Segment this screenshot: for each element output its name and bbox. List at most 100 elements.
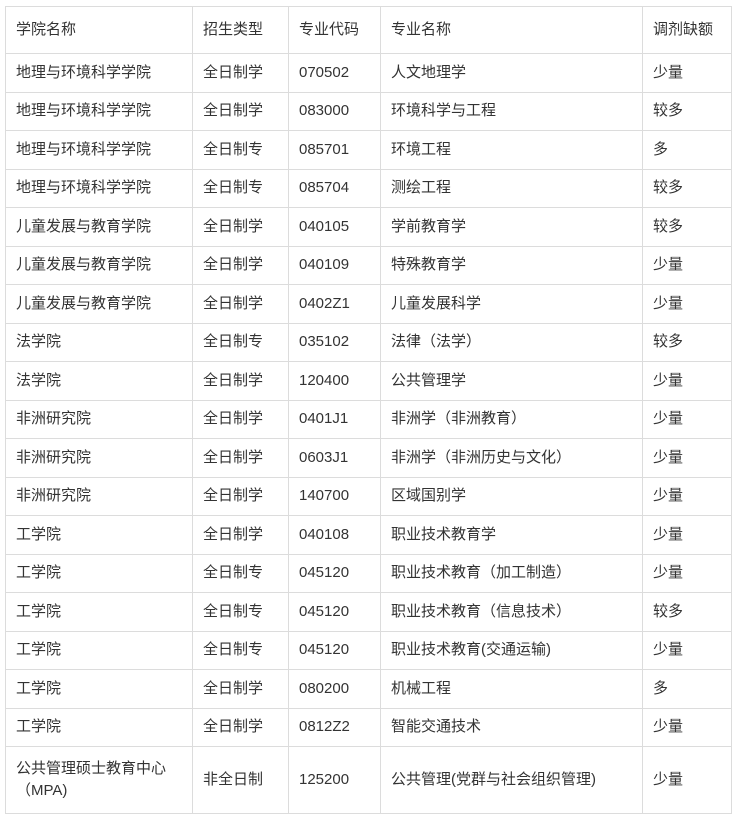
college-cell: 地理与环境科学学院 [5,130,193,170]
code-cell: 0812Z2 [288,707,381,747]
code-cell: 085701 [288,130,381,170]
college-cell: 地理与环境科学学院 [5,168,193,208]
college-cell: 工学院 [5,630,193,670]
code-cell: 0401J1 [288,399,381,439]
code-cell: 035102 [288,322,381,362]
header-type: 招生类型 [192,6,289,54]
vacancy-cell: 少量 [642,361,732,401]
code-cell: 085704 [288,168,381,208]
vacancy-cell: 较多 [642,322,732,362]
college-cell: 非洲研究院 [5,476,193,516]
header-code: 专业代码 [288,6,381,54]
type-cell: 全日制学 [192,669,289,709]
header-major: 专业名称 [380,6,643,54]
code-cell: 080200 [288,669,381,709]
table-row: 地理与环境科学学院 全日制专 085704 测绘工程 较多 [5,168,732,208]
code-cell: 120400 [288,361,381,401]
code-cell: 045120 [288,592,381,632]
major-cell: 环境科学与工程 [380,91,643,131]
vacancy-cell: 少量 [642,399,732,439]
college-cell: 公共管理硕士教育中心（MPA) [5,746,193,814]
vacancy-cell: 少量 [642,476,732,516]
table-row: 工学院 全日制学 040108 职业技术教育学 少量 [5,515,732,555]
type-cell: 全日制学 [192,438,289,478]
major-cell: 儿童发展科学 [380,284,643,324]
vacancy-cell: 较多 [642,592,732,632]
major-cell: 公共管理(党群与社会组织管理) [380,746,643,814]
table-row: 儿童发展与教育学院 全日制学 0402Z1 儿童发展科学 少量 [5,284,732,324]
adjustment-table: 学院名称 招生类型 专业代码 专业名称 调剂缺额 地理与环境科学学院 全日制学 07… [5,6,732,814]
college-cell: 工学院 [5,515,193,555]
header-row: 学院名称 招生类型 专业代码 专业名称 调剂缺额 [5,6,732,54]
table-row: 工学院 全日制专 045120 职业技术教育(交通运输) 少量 [5,630,732,670]
major-cell: 职业技术教育（信息技术） [380,592,643,632]
vacancy-cell: 少量 [642,746,732,814]
code-cell: 125200 [288,746,381,814]
type-cell: 全日制专 [192,130,289,170]
code-cell: 040109 [288,245,381,285]
type-cell: 全日制学 [192,707,289,747]
code-cell: 140700 [288,476,381,516]
type-cell: 全日制学 [192,476,289,516]
college-cell: 法学院 [5,361,193,401]
college-cell: 工学院 [5,553,193,593]
type-cell: 全日制学 [192,515,289,555]
type-cell: 全日制学 [192,53,289,93]
college-cell: 法学院 [5,322,193,362]
college-cell: 儿童发展与教育学院 [5,284,193,324]
major-cell: 测绘工程 [380,168,643,208]
type-cell: 全日制学 [192,361,289,401]
vacancy-cell: 多 [642,669,732,709]
table-row: 工学院 全日制专 045120 职业技术教育（加工制造） 少量 [5,553,732,593]
major-cell: 人文地理学 [380,53,643,93]
table-row: 非洲研究院 全日制学 0603J1 非洲学（非洲历史与文化） 少量 [5,438,732,478]
code-cell: 045120 [288,630,381,670]
major-cell: 特殊教育学 [380,245,643,285]
type-cell: 全日制专 [192,553,289,593]
header-college: 学院名称 [5,6,193,54]
type-cell: 全日制专 [192,168,289,208]
table-row: 法学院 全日制专 035102 法律（法学） 较多 [5,322,732,362]
major-cell: 学前教育学 [380,207,643,247]
table-row: 法学院 全日制学 120400 公共管理学 少量 [5,361,732,401]
table-row: 工学院 全日制学 080200 机械工程多 [5,669,732,709]
type-cell: 全日制学 [192,245,289,285]
code-cell: 070502 [288,53,381,93]
table-row: 公共管理硕士教育中心（MPA) 非全日制 125200 公共管理(党群与社会组织管理)… [5,746,732,814]
code-cell: 040108 [288,515,381,555]
type-cell: 非全日制 [192,746,289,814]
college-cell: 非洲研究院 [5,399,193,439]
table-row: 地理与环境科学学院 全日制学 083000 环境科学与工程 较多 [5,91,732,131]
vacancy-cell: 少量 [642,284,732,324]
vacancy-cell: 多 [642,130,732,170]
table-row: 非洲研究院 全日制学 0401J1 非洲学（非洲教育） 少量 [5,399,732,439]
code-cell: 083000 [288,91,381,131]
major-cell: 非洲学（非洲历史与文化） [380,438,643,478]
table-row: 儿童发展与教育学院 全日制学 040105 学前教育学 较多 [5,207,732,247]
table-row: 地理与环境科学学院 全日制学 070502 人文地理学 少量 [5,53,732,93]
type-cell: 全日制学 [192,91,289,131]
major-cell: 环境工程 [380,130,643,170]
type-cell: 全日制专 [192,630,289,670]
major-cell: 职业技术教育学 [380,515,643,555]
major-cell: 职业技术教育(交通运输) [380,630,643,670]
vacancy-cell: 较多 [642,168,732,208]
code-cell: 0402Z1 [288,284,381,324]
major-cell: 智能交通技术 [380,707,643,747]
vacancy-cell: 较多 [642,207,732,247]
college-cell: 工学院 [5,592,193,632]
table-row: 工学院 全日制专 045120 职业技术教育（信息技术） 较多 [5,592,732,632]
college-cell: 地理与环境科学学院 [5,91,193,131]
major-cell: 职业技术教育（加工制造） [380,553,643,593]
table-row: 儿童发展与教育学院 全日制学 040109 特殊教育学 少量 [5,245,732,285]
vacancy-cell: 较多 [642,91,732,131]
table-row: 地理与环境科学学院 全日制专 085701 环境工程多 [5,130,732,170]
code-cell: 045120 [288,553,381,593]
code-cell: 0603J1 [288,438,381,478]
type-cell: 全日制专 [192,592,289,632]
header-vacancy: 调剂缺额 [642,6,732,54]
college-cell: 儿童发展与教育学院 [5,245,193,285]
type-cell: 全日制学 [192,284,289,324]
type-cell: 全日制学 [192,207,289,247]
major-cell: 机械工程 [380,669,643,709]
